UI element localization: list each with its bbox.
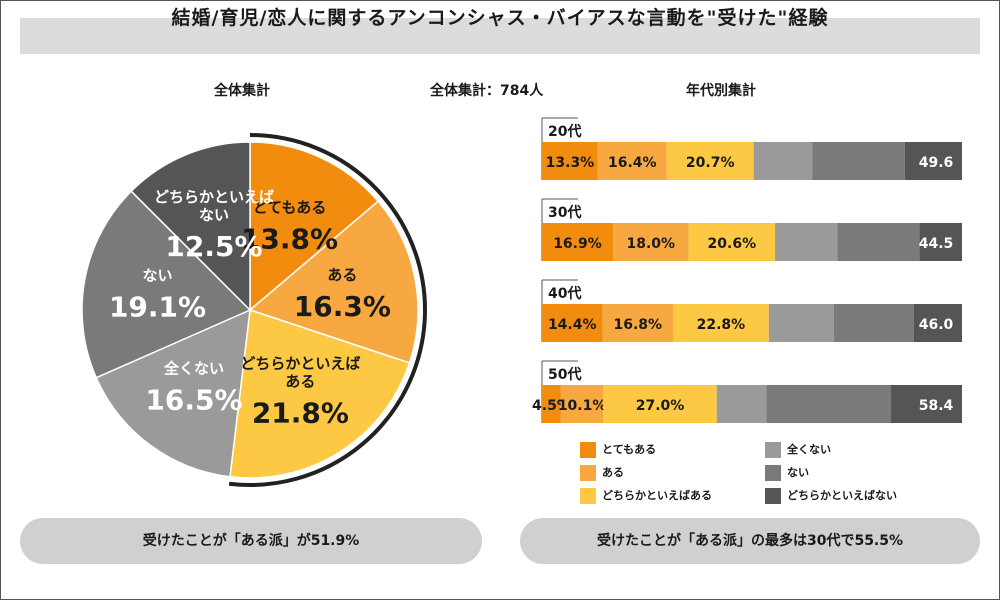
bar-segment xyxy=(716,385,767,423)
age-category-label: 50代 xyxy=(548,366,581,383)
bar-segment xyxy=(542,304,603,342)
pie-slice-label: どちらかといえば xyxy=(240,354,360,372)
overall-pie-chart: とてもある13.8%ある16.3%どちらかといえばある21.8%全くない16.5… xyxy=(81,133,428,487)
bar-segment xyxy=(666,142,754,180)
sample-size-heading: 全体集計：784人 xyxy=(430,83,544,99)
bar-segment-label: 20.7% xyxy=(686,155,735,171)
bar-segment xyxy=(913,304,962,342)
pie-slice xyxy=(229,308,411,479)
pie-slice-label: ない xyxy=(143,267,173,285)
legend-item: どちらかといえばない xyxy=(765,487,897,504)
age-bar-row: 30代 16.9% 18.0% 20.6% 44.5 xyxy=(541,198,962,261)
legend-swatch xyxy=(580,442,596,458)
legend-label: 全くない xyxy=(787,443,831,456)
pie-value-label: 12.5% xyxy=(165,230,262,263)
negative-total-label: 49.6 xyxy=(919,155,954,171)
bar-segment xyxy=(919,223,962,261)
legend-item: 全くない xyxy=(765,441,831,458)
pie-slice xyxy=(81,190,252,379)
age-bar-row: 20代 13.3% 16.4% 20.7% 49.6 xyxy=(541,117,962,180)
pie-value-label: 19.1% xyxy=(109,291,206,324)
bar-segment-label: 16.4% xyxy=(608,155,657,171)
pie-slice-label: どちらかといえば xyxy=(154,188,274,206)
pie-slice xyxy=(249,141,380,312)
pie-value-label: 13.8% xyxy=(241,223,338,256)
legend-swatch xyxy=(580,465,596,481)
bar-segment xyxy=(833,304,914,342)
legend-label: どちらかといえばある xyxy=(602,489,712,502)
legend-swatch xyxy=(580,488,596,504)
bar-segment xyxy=(891,385,962,423)
legend-swatch xyxy=(765,488,781,504)
age-bar-row: 40代 14.4% 16.8% 22.8% 46.0 xyxy=(541,279,962,342)
legend-item: ある xyxy=(580,464,624,481)
age-chart-heading: 年代別集計 xyxy=(686,83,756,99)
bar-segment xyxy=(542,385,561,423)
bar-segment-label: 16.9% xyxy=(553,236,602,252)
bar-segment xyxy=(837,223,920,261)
legend-label: とてもある xyxy=(602,443,657,456)
pie-slice xyxy=(248,200,419,364)
legend-label: ある xyxy=(602,466,624,479)
bar-segment-label: 20.6% xyxy=(708,236,757,252)
age-category-label: 20代 xyxy=(548,123,581,140)
bar-segment-label: 16.8% xyxy=(613,317,662,333)
age-category-label: 40代 xyxy=(548,285,581,302)
bar-segment xyxy=(612,223,689,261)
legend-swatch xyxy=(765,442,781,458)
bar-segment xyxy=(688,223,776,261)
bar-segment-label: 27.0% xyxy=(636,398,685,414)
bar-segment xyxy=(753,142,813,180)
bar-segment-label: 14.4% xyxy=(548,317,597,333)
pie-slice-label: とてもある xyxy=(253,199,327,217)
bar-segment xyxy=(673,304,769,342)
pie-slice-label: ある xyxy=(285,372,315,390)
legend-item: どちらかといえばある xyxy=(580,487,712,504)
pie-highlight-arc xyxy=(228,133,428,487)
legend-label: ない xyxy=(787,466,809,479)
legend-label: どちらかといえばない xyxy=(787,489,897,502)
legend-swatch xyxy=(765,465,781,481)
age-category-label: 30代 xyxy=(548,204,581,221)
bar-segment xyxy=(542,142,598,180)
bar-segment-label: 13.3% xyxy=(546,155,595,171)
title-bar xyxy=(20,18,980,54)
negative-total-label: 44.5 xyxy=(919,236,954,252)
bar-segment xyxy=(812,142,905,180)
bar-segment xyxy=(904,142,962,180)
bar-segment xyxy=(775,223,838,261)
age-stacked-bar-chart: 20代 13.3% 16.4% 20.7% 49.6 30代 16.9% 18.0% 20.6%… xyxy=(532,117,962,423)
bar-segment-label: 10.1% xyxy=(558,398,607,414)
bar-segment xyxy=(768,304,834,342)
bar-segment xyxy=(602,304,674,342)
negative-total-label: 46.0 xyxy=(919,317,954,333)
bar-segment xyxy=(560,385,604,423)
bar-segment-label: 18.0% xyxy=(626,236,675,252)
pie-value-label: 21.8% xyxy=(252,396,349,429)
pie-slice-label: 全くない xyxy=(163,360,224,378)
summary-right: 受けたことが「ある派」の最多は30代で55.5% xyxy=(520,518,980,564)
bar-segment xyxy=(597,142,667,180)
negative-total-label: 58.4 xyxy=(919,398,954,414)
bar-segment xyxy=(766,385,892,423)
summary-left: 受けたことが「ある派」が51.9% xyxy=(20,518,482,564)
page-title: 結婚/育児/恋人に関するアンコンシャス・バイアスな言動を"受けた"経験 xyxy=(171,7,829,29)
bar-segment xyxy=(603,385,717,423)
bar-segment xyxy=(542,223,613,261)
pie-slice-label: ある xyxy=(327,266,357,284)
legend-item: とてもある xyxy=(580,441,656,458)
pie-value-label: 16.5% xyxy=(145,384,242,417)
pie-slice xyxy=(130,141,251,312)
pie-heading: 全体集計 xyxy=(214,83,270,99)
legend-item: ない xyxy=(765,464,809,481)
pie-slice xyxy=(95,308,251,478)
pie-value-label: 16.3% xyxy=(294,290,391,323)
bar-segment-label: 22.8% xyxy=(697,317,746,333)
pie-slice-label: ない xyxy=(199,206,229,224)
